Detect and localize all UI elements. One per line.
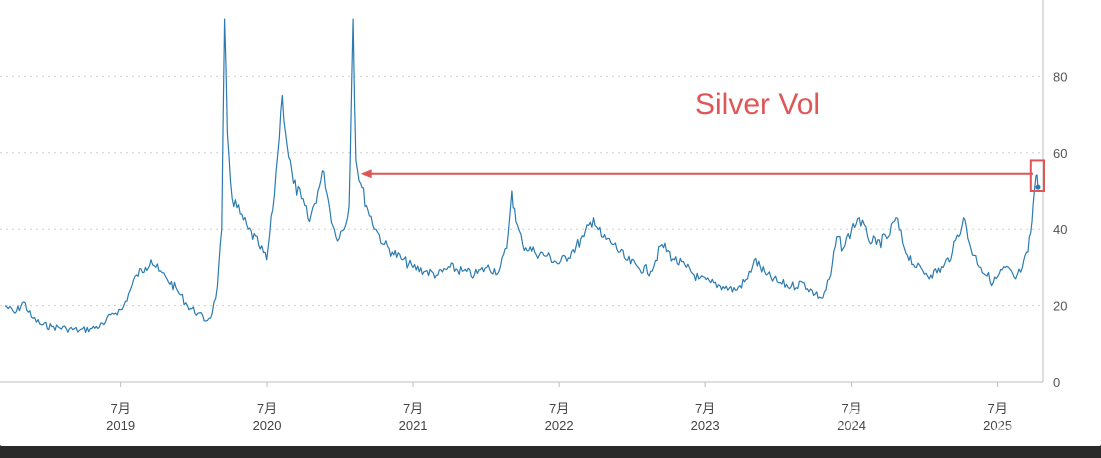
y-tick-labels: 0 20 40 60 80 bbox=[1053, 69, 1067, 390]
annotation-label: Silver Vol bbox=[695, 88, 820, 121]
annotation-arrowhead bbox=[360, 169, 372, 179]
x-tick-year-label: 2024 bbox=[837, 418, 866, 433]
x-tick-month-label: 7月 bbox=[987, 401, 1007, 416]
x-tick-year-label: 2021 bbox=[399, 418, 428, 433]
last-value-marker bbox=[1035, 184, 1041, 190]
grid-layer bbox=[0, 75, 1043, 307]
watermark-text: 雪球：Capital_12 bbox=[805, 405, 1023, 436]
x-tick-month-label: 7月 bbox=[695, 401, 715, 416]
x-tick-month-label: 7月 bbox=[111, 401, 131, 416]
annotation-layer: Silver Vol bbox=[360, 88, 1046, 193]
y-tick-label: 40 bbox=[1053, 222, 1067, 237]
x-tick-month-label: 7月 bbox=[841, 401, 861, 416]
x-tick-month-label: 7月 bbox=[403, 401, 423, 416]
silver-vol-series-line bbox=[4, 18, 1039, 334]
y-tick-label: 80 bbox=[1053, 69, 1067, 84]
y-tick-label: 60 bbox=[1053, 146, 1067, 161]
x-tick-year-label: 2022 bbox=[545, 418, 574, 433]
x-tick-labels: 7月 2019 7月 2020 7月 2021 7月 2022 7月 2023 7月 2024 7月 20… bbox=[106, 382, 1012, 433]
y-tick-label: 0 bbox=[1053, 375, 1060, 390]
x-tick-month-label: 7月 bbox=[549, 401, 569, 416]
chart-container: 0 20 40 60 80 7月 2019 7月 2020 7月 2021 7月 2022 7月 2023… bbox=[0, 0, 1101, 446]
silver-vol-chart: 0 20 40 60 80 7月 2019 7月 2020 7月 2021 7月 2022 7月 2023… bbox=[0, 0, 1068, 436]
x-tick-month-label: 7月 bbox=[257, 401, 277, 416]
annotation-highlight-box bbox=[1029, 159, 1046, 193]
x-tick-year-label: 2025 bbox=[983, 418, 1012, 433]
x-tick-year-label: 2023 bbox=[691, 418, 720, 433]
x-tick-year-label: 2020 bbox=[253, 418, 282, 433]
y-tick-label: 20 bbox=[1053, 299, 1067, 314]
x-tick-year-label: 2019 bbox=[106, 418, 135, 433]
